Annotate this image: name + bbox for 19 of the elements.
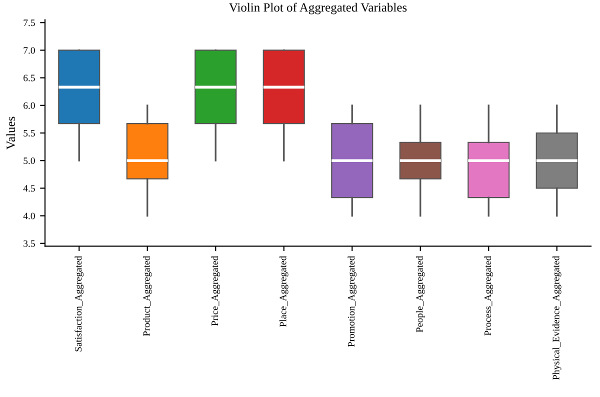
y-tick-label: 4.5 xyxy=(23,185,35,192)
y-tick-label: 6.5 xyxy=(24,74,35,82)
x-tick-label: Process_Aggregated xyxy=(484,256,494,336)
chart-title: Violin Plot of Aggregated Variables xyxy=(229,2,407,14)
y-axis-title: Values xyxy=(6,116,16,150)
x-tick-label: Place_Aggregated xyxy=(279,256,288,327)
y-tick-label: 3.5 xyxy=(24,240,35,247)
x-tick-label: Physical_Evidence_Aggregated xyxy=(552,256,562,380)
x-tick-label: Product_Aggregated xyxy=(142,256,152,336)
y-tick-label: 5.5 xyxy=(24,130,35,137)
y-tick-label: 7.0 xyxy=(24,47,35,54)
y-tick-label: 5.0 xyxy=(24,158,35,164)
x-tick-label: People_Aggregated xyxy=(416,256,425,332)
y-tick-label: 6.0 xyxy=(24,102,35,109)
y-tick-label: 7.5 xyxy=(24,20,35,26)
x-tick-label: Promotion_Aggregated xyxy=(348,256,357,347)
y-tick-label: 4.0 xyxy=(23,212,35,220)
x-tick-label: Satisfaction_Aggregated xyxy=(74,256,84,352)
x-tick-label: Price_Aggregated xyxy=(211,256,220,326)
